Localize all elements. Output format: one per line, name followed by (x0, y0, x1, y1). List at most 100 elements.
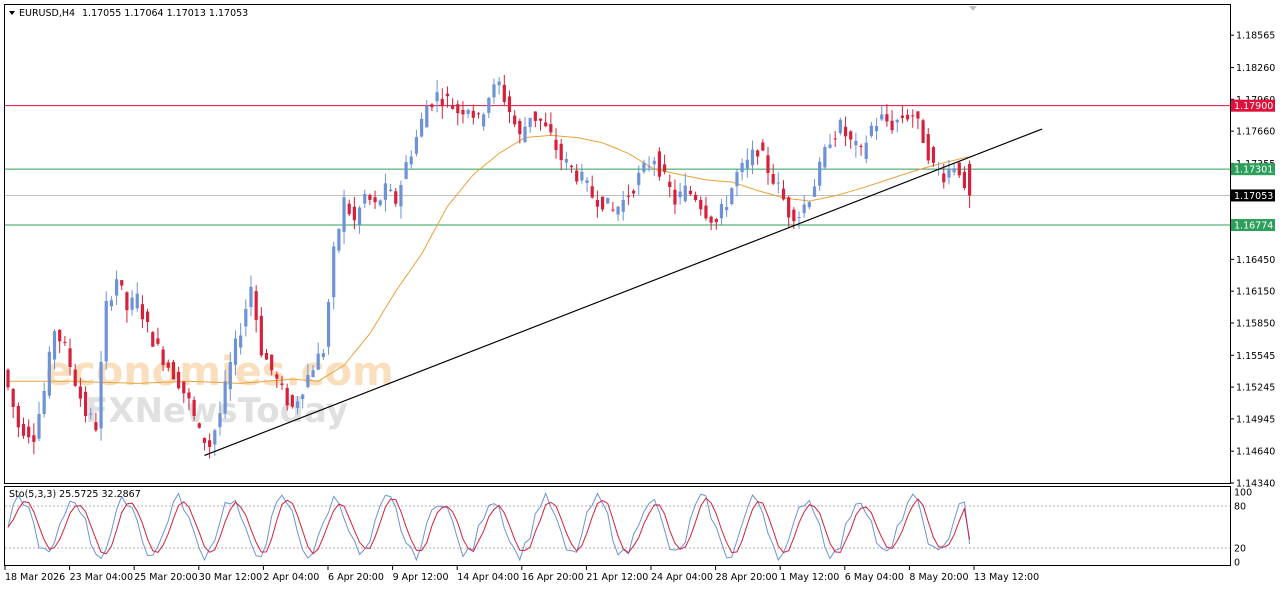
candle-body (342, 197, 346, 232)
x-tick-label-11: 28 Apr 20:00 (716, 572, 778, 583)
candle-body (394, 191, 398, 204)
candle-body (673, 189, 677, 205)
candle-body (606, 197, 610, 204)
candle-body (471, 110, 475, 118)
candle-body (264, 352, 269, 360)
candle-body (880, 114, 884, 120)
candle-body (306, 375, 310, 388)
candle-body (202, 437, 207, 443)
candle-body (833, 138, 837, 140)
candle-body (156, 338, 160, 344)
candle-body (538, 118, 543, 121)
x-tick-label-14: 8 May 20:00 (909, 572, 968, 583)
x-tick-label-1: 23 Mar 04:00 (70, 572, 133, 583)
candle-body (456, 104, 460, 114)
candle-body (332, 246, 336, 298)
y-tick-label-9: 1.15850 (1236, 318, 1275, 329)
y-tick-label-1: 1.18260 (1236, 63, 1275, 74)
trendline-layer (204, 128, 1043, 457)
stochastic-axis: 100 80 20 0 (1234, 488, 1252, 569)
candle-body (502, 84, 506, 102)
candle-body (849, 131, 853, 140)
panel-collapse-icon[interactable] (969, 6, 977, 11)
candle-body (699, 199, 703, 210)
candle-body (580, 171, 584, 181)
candle-body (662, 164, 667, 172)
candle-body (301, 394, 305, 400)
level-badge-text-3: 1.16774 (1234, 221, 1273, 232)
candle-body (523, 126, 527, 143)
candle-body (931, 147, 936, 163)
candle-body (347, 203, 351, 215)
level-badge-2 (1231, 189, 1275, 202)
candle-body (595, 200, 599, 207)
candle-body (409, 156, 413, 165)
stochastic-label: Sto(5,3,3) 25.5725 32.2867 (9, 489, 141, 500)
candle-body (725, 207, 729, 211)
candle-body (52, 331, 57, 360)
candle-body (957, 162, 961, 176)
candle-body (921, 120, 925, 143)
candle-body (823, 147, 827, 168)
candle-body (63, 341, 67, 343)
candle-body (420, 118, 424, 137)
candle-body (275, 374, 279, 379)
candle-body (626, 195, 630, 197)
candle-body (652, 160, 656, 165)
candle-body (295, 401, 300, 408)
level-badge-0 (1231, 99, 1275, 112)
candle-body (544, 122, 548, 127)
candle-body (564, 158, 568, 163)
candle-body (285, 388, 289, 406)
candle-body (900, 115, 905, 118)
candle-body (249, 286, 253, 308)
candle-body (719, 203, 724, 219)
candle-body (694, 194, 698, 201)
candle-body (549, 124, 553, 133)
candle-body (528, 117, 532, 128)
candle-body (89, 413, 93, 415)
candle-body (688, 190, 693, 195)
y-tick-label-13: 1.14640 (1236, 447, 1275, 458)
trendline[interactable] (204, 128, 1043, 457)
candle-body (337, 229, 341, 251)
candle-body (94, 422, 98, 431)
candle-body (482, 114, 486, 127)
candle-body (425, 105, 429, 128)
candle-body (440, 98, 444, 107)
candle-body (223, 381, 227, 414)
x-tick-label-5: 6 Apr 20:00 (328, 572, 384, 583)
candle-body (466, 110, 470, 115)
candle-body (404, 162, 408, 179)
x-tick-label-8: 16 Apr 20:00 (522, 572, 584, 583)
y-tick-label-11: 1.15245 (1236, 383, 1275, 394)
candle-body (513, 115, 517, 125)
candle-body (388, 189, 393, 192)
candle-body (802, 204, 806, 214)
candle-body (926, 134, 930, 161)
candle-body (445, 93, 450, 97)
y-tick-label-12: 1.14945 (1236, 414, 1275, 425)
watermark-line1: economies.com (45, 349, 394, 395)
x-tick-label-0: 18 Mar 2026 (5, 572, 65, 583)
candle-body (208, 440, 212, 447)
candle-body (58, 329, 62, 342)
candle-body (182, 381, 186, 394)
candle-body (869, 125, 873, 136)
candle-body (616, 206, 620, 215)
candle-body (750, 149, 755, 166)
candle-body (166, 362, 170, 368)
main-panel-frame (4, 4, 1231, 484)
candle-body (611, 209, 615, 211)
candle-body (518, 120, 522, 135)
y-tick-label-7: 1.16450 (1236, 255, 1275, 266)
x-tick-label-15: 13 May 12:00 (974, 572, 1039, 583)
candle-body (497, 81, 501, 86)
candle-body (435, 92, 439, 102)
candle-body (130, 297, 134, 310)
symbol-dropdown-icon[interactable] (9, 11, 15, 15)
x-tick-label-10: 24 Apr 04:00 (651, 572, 713, 583)
candle-body (83, 391, 88, 417)
